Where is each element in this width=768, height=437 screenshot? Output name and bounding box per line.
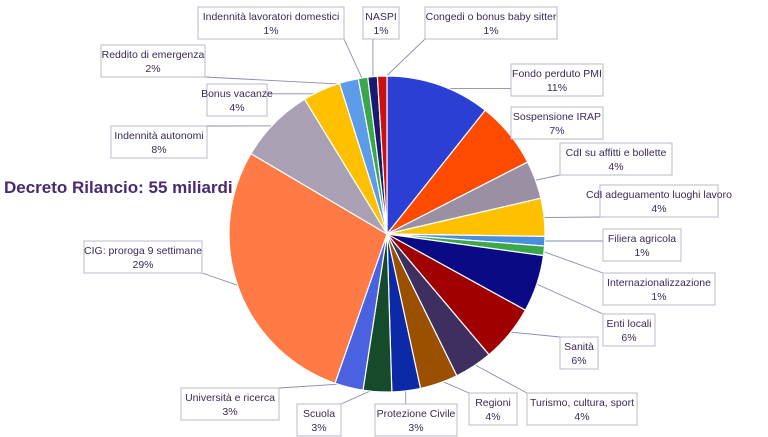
chart-title: Decreto Rilancio: 55 miliardi [4, 178, 233, 197]
leader-line [471, 362, 528, 394]
slice-label-name: Turismo, cultura, sport [530, 397, 634, 409]
leader-line [506, 331, 561, 338]
slice-label: Internazionalizzazione 1% [602, 272, 716, 306]
slice-label: Reddito di emergenza 2% [100, 44, 206, 78]
slice-label-name: Internazionalizzazione [607, 277, 711, 289]
leader-line [343, 38, 365, 82]
slice-label-box [296, 403, 342, 437]
slice-label-value: 4% [229, 102, 244, 114]
slice-label: Sospensione IRAP 7% [510, 106, 604, 140]
leader-line [201, 272, 243, 288]
pie-slice [386, 75, 487, 236]
slice-label-name: Enti locali [607, 318, 652, 330]
slice-label-box [599, 184, 719, 218]
slice-label-value: 7% [549, 125, 564, 137]
slice-label: CdI adeguamento luoghi lavoro 4% [586, 184, 732, 218]
slice-label-value: 1% [651, 291, 666, 303]
pie-slice [376, 75, 388, 235]
slice-label-value: 6% [621, 332, 636, 344]
slice-label-value: 2% [145, 63, 160, 75]
slice-label: Regioni 4% [468, 392, 518, 426]
slice-label-box [197, 6, 345, 40]
slice-label-name: Congedi o bonus baby sitter [426, 11, 557, 23]
slice-label-name: Regioni [475, 397, 511, 409]
slice-label-box [602, 272, 716, 306]
slice-label-value: 8% [151, 144, 166, 156]
slice-label: Indennità autonomi 8% [110, 125, 208, 159]
slice-label-box [83, 240, 203, 274]
slice-label: NASPI 1% [362, 6, 400, 40]
slice-label-name: Scuola [303, 408, 335, 420]
slice-label: Protezione Civile 3% [374, 403, 458, 437]
slice-label: Turismo, cultura, sport 4% [526, 392, 638, 426]
slice-label-name: NASPI [365, 11, 397, 23]
leader-line [381, 38, 426, 81]
slice-label-name: Università e ricerca [185, 392, 275, 404]
slice-label-value: 3% [408, 422, 423, 434]
slice-label: Bonus vacanze 4% [201, 83, 273, 117]
slice-label: CIG: proroga 9 settimane 29% [83, 240, 203, 274]
slice-label-box [602, 228, 682, 262]
leader-line [531, 174, 561, 182]
leader-line [533, 282, 604, 315]
slice-label: Congedi o bonus baby sitter 1% [424, 6, 558, 40]
slice-label-name: Sanità [564, 341, 594, 353]
slice-label-value: 1% [263, 25, 278, 37]
slice-label-name: Protezione Civile [377, 408, 456, 420]
slice-label-name: Filiera agricola [608, 233, 676, 245]
slice-label-value: 4% [651, 203, 666, 215]
slice-label-name: Indennità autonomi [114, 130, 203, 142]
slice-label-name: CdI adeguamento luoghi lavoro [586, 189, 732, 201]
slice-label-value: 6% [571, 355, 586, 367]
slice-label-box [424, 6, 558, 40]
slice-label-value: 1% [634, 247, 649, 259]
slice-label-value: 1% [483, 25, 498, 37]
slice-label: Fondo perduto PMI 11% [510, 63, 604, 97]
slice-label-name: Indennità lavoratori domestici [203, 11, 340, 23]
leader-line [540, 216, 601, 219]
slice-label-box [374, 403, 458, 437]
pie-slices [228, 75, 546, 393]
slice-label-name: CdI su affitti e bollette [566, 147, 667, 159]
leader-line [539, 249, 604, 274]
slice-label-box [602, 313, 656, 347]
slice-label-box [180, 387, 280, 421]
slice-label-value: 4% [485, 411, 500, 423]
slice-label-box [510, 63, 604, 97]
slice-label-value: 3% [222, 406, 237, 418]
slice-label-box [110, 125, 208, 159]
slice-label-name: CIG: proroga 9 settimane [84, 245, 202, 257]
slice-label-box [468, 392, 518, 426]
slice-label-value: 4% [608, 161, 623, 173]
slice-label-value: 29% [132, 259, 153, 271]
slice-label-box [362, 6, 400, 40]
slice-label-name: Reddito di emergenza [102, 49, 205, 61]
slice-label: Scuola 3% [296, 403, 342, 437]
slice-label-name: Fondo perduto PMI [512, 68, 602, 80]
slice-label: Filiera agricola 1% [602, 228, 682, 262]
slice-label-box [510, 106, 604, 140]
slice-label-box [559, 336, 599, 370]
slice-label-name: Bonus vacanze [201, 88, 273, 100]
slice-label-value: 4% [574, 411, 589, 423]
slice-label: Enti locali 6% [602, 313, 656, 347]
leader-line [204, 76, 350, 86]
slice-label-box [526, 392, 638, 426]
slice-label: Sanità 6% [559, 336, 599, 370]
slice-label: Indennità lavoratori domestici 1% [197, 6, 345, 40]
slice-label-name: Sospensione IRAP [513, 111, 601, 123]
slice-label-value: 3% [311, 422, 326, 434]
slice-label: Università e ricerca 3% [180, 387, 280, 421]
slice-label-value: 11% [547, 82, 567, 94]
slice-label-box [559, 142, 673, 176]
slice-label-value: 1% [373, 25, 388, 37]
slice-label: CdI su affitti e bollette 4% [559, 142, 673, 176]
slice-label-box [100, 44, 206, 78]
slice-label-box [206, 83, 268, 117]
